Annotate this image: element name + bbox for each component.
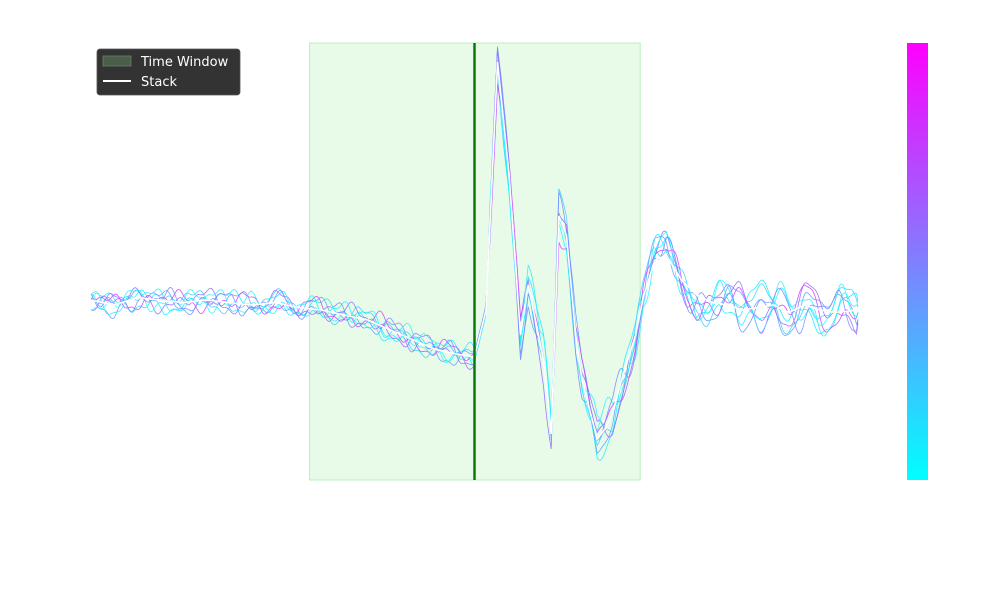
stack-line [90,61,859,441]
legend: Time Window Stack [96,48,241,96]
legend-box [96,48,241,96]
legend-label-stack: Stack [141,75,177,90]
colorbar [907,43,928,480]
legend-swatch-time-window [102,55,132,67]
legend-label-time-window: Time Window [140,55,229,70]
